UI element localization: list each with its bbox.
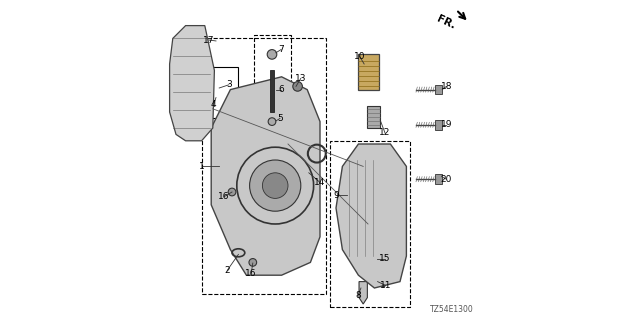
Polygon shape bbox=[359, 282, 367, 304]
Polygon shape bbox=[170, 26, 214, 141]
Circle shape bbox=[268, 50, 277, 59]
Text: 1: 1 bbox=[199, 162, 204, 171]
Text: 8: 8 bbox=[355, 292, 360, 300]
Bar bbox=[435, 174, 442, 184]
Circle shape bbox=[268, 118, 276, 125]
Bar bbox=[358, 54, 379, 90]
Text: FR.: FR. bbox=[435, 14, 458, 31]
Polygon shape bbox=[211, 77, 320, 275]
Text: 7: 7 bbox=[278, 45, 284, 54]
Text: 5: 5 bbox=[277, 114, 283, 123]
Text: 6: 6 bbox=[278, 85, 284, 94]
Circle shape bbox=[262, 173, 288, 198]
Text: 11: 11 bbox=[380, 281, 391, 290]
Text: 19: 19 bbox=[441, 120, 452, 129]
Circle shape bbox=[249, 259, 257, 266]
Bar bbox=[435, 85, 442, 94]
Text: 14: 14 bbox=[314, 178, 326, 187]
Text: 12: 12 bbox=[380, 128, 390, 137]
Text: 10: 10 bbox=[354, 52, 365, 60]
Text: 16: 16 bbox=[218, 192, 230, 201]
Circle shape bbox=[250, 160, 301, 211]
Text: 15: 15 bbox=[380, 254, 390, 263]
Circle shape bbox=[292, 82, 303, 91]
Text: 2: 2 bbox=[225, 266, 230, 275]
Text: 13: 13 bbox=[295, 74, 307, 83]
Circle shape bbox=[228, 188, 236, 196]
Text: TZ54E1300: TZ54E1300 bbox=[430, 305, 474, 314]
Text: 9: 9 bbox=[334, 191, 339, 200]
Text: 17: 17 bbox=[203, 36, 214, 44]
Text: 16: 16 bbox=[246, 269, 257, 278]
Circle shape bbox=[379, 279, 386, 287]
Text: 18: 18 bbox=[441, 82, 452, 91]
Text: 4: 4 bbox=[211, 100, 216, 108]
Bar bbox=[435, 120, 442, 130]
Text: 3: 3 bbox=[226, 80, 232, 89]
Polygon shape bbox=[336, 144, 406, 288]
Bar bbox=[270, 70, 275, 112]
Text: 20: 20 bbox=[441, 175, 452, 184]
Bar bbox=[367, 106, 380, 128]
